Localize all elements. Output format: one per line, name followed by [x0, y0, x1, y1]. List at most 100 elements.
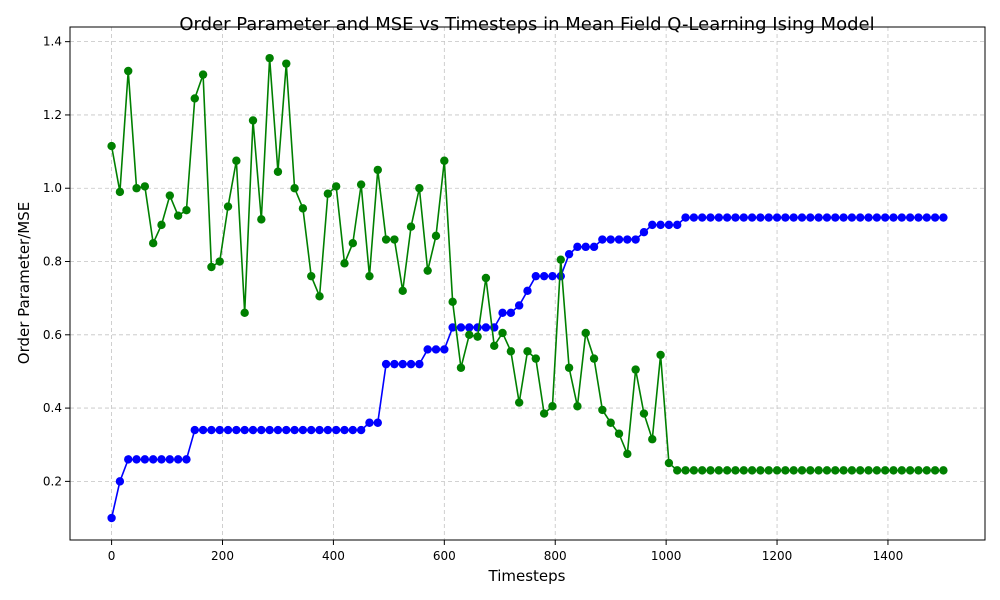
series-1-point: [797, 213, 807, 222]
series-2-point: [706, 466, 715, 475]
series-1-point: [215, 425, 224, 435]
series-1-point: [880, 213, 890, 222]
series-1-point: [814, 213, 823, 222]
series-1-point: [789, 213, 798, 222]
series-2-point: [764, 466, 773, 475]
series-1-point: [872, 213, 882, 222]
y-tick-label: 1.0: [43, 181, 62, 195]
series-2-point: [473, 332, 482, 341]
series-2-point: [872, 466, 882, 475]
series-2-point: [922, 466, 931, 475]
series-1-point: [431, 345, 441, 354]
series-2-point: [173, 211, 183, 220]
chart-title: Order Parameter and MSE vs Timesteps in …: [179, 14, 874, 35]
series-1-point: [356, 425, 366, 435]
series-1-point: [606, 235, 615, 244]
series-2-point: [673, 466, 682, 475]
series-1-point: [207, 425, 216, 435]
series-2-point: [273, 167, 283, 176]
series-1-point: [273, 425, 283, 435]
series-1-point: [564, 249, 574, 259]
series-1-point: [331, 425, 341, 435]
series-2-point: [307, 271, 316, 281]
series-2-point: [132, 184, 141, 193]
series-2-point: [930, 466, 940, 475]
series-1-point: [473, 323, 482, 332]
series-2-point: [290, 184, 299, 193]
axis-ticks: 0 200 400 600 800 1000 1200 1400 0.2 0.4 0.6 0.8 1.0…: [43, 35, 903, 563]
series-1-point: [481, 323, 491, 332]
series-2-point: [282, 59, 291, 68]
series-1-point: [573, 242, 582, 252]
series-2-point: [639, 409, 649, 418]
series-1-point: [706, 213, 715, 222]
series-2-point: [331, 182, 341, 191]
series-2-point: [514, 398, 524, 407]
series-1-point: [365, 418, 374, 427]
y-tick-label: 0.6: [43, 328, 62, 342]
series-1-point: [697, 213, 707, 222]
series-1-point: [856, 213, 865, 222]
x-tick-label: 400: [322, 549, 345, 563]
series-2-point: [822, 466, 832, 475]
series-2-point: [739, 466, 748, 475]
x-tick-label: 0: [108, 549, 116, 563]
series-1-point: [756, 213, 765, 222]
series-1-point: [132, 455, 141, 464]
series-1-point: [689, 213, 699, 222]
series-1-point: [381, 359, 391, 369]
series-2-point: [315, 292, 324, 301]
series-2-point: [257, 215, 266, 224]
series-2-point: [115, 187, 125, 197]
series-1-point: [531, 271, 541, 281]
series-1-point: [315, 425, 324, 435]
series-2-point: [697, 466, 707, 475]
series-2-point: [664, 458, 674, 468]
series-2-point: [423, 266, 432, 275]
series-2-point: [797, 466, 807, 475]
series-2-point: [498, 328, 507, 338]
series-1-point: [232, 425, 241, 435]
series-1-point: [922, 213, 931, 222]
series-1-point: [440, 345, 449, 354]
series-2-point: [856, 466, 865, 475]
series-2-point: [847, 466, 857, 475]
series-1-point: [806, 213, 815, 222]
series-1-point: [673, 220, 682, 230]
series-1-point: [930, 213, 940, 222]
series-2-point: [165, 191, 175, 200]
series-2-point: [806, 466, 815, 475]
x-tick-label: 1200: [762, 549, 793, 563]
series-2: [107, 53, 948, 475]
series-1-point: [173, 455, 183, 464]
series-2-point: [232, 156, 241, 165]
series-2-point: [373, 165, 382, 175]
series-2-point: [880, 466, 890, 475]
series-2-point: [323, 189, 333, 198]
series-2-point: [398, 286, 407, 296]
series-1-point: [190, 425, 199, 435]
x-axis-title: Timesteps: [488, 567, 566, 585]
series-2-point: [406, 222, 416, 231]
series-1-point: [598, 235, 607, 244]
series-2-point: [589, 354, 599, 363]
series-2-point: [348, 238, 358, 248]
series-1-point: [456, 323, 466, 332]
series-1-point: [939, 213, 948, 222]
series-2-point: [889, 466, 898, 475]
series-1-point: [257, 425, 266, 435]
series-1-point: [839, 213, 848, 222]
series-2-point: [623, 449, 632, 459]
series-1-point: [323, 425, 333, 435]
series-1-point: [498, 308, 507, 318]
series-1-point: [465, 323, 474, 332]
series-1-point: [307, 425, 316, 435]
series-1-point: [648, 220, 657, 230]
series-2-point: [897, 466, 907, 475]
series-2-point: [814, 466, 823, 475]
series-2-point: [914, 466, 923, 475]
series-2-point: [124, 66, 133, 76]
series-1-point: [914, 213, 923, 222]
series-2-point: [265, 53, 274, 63]
series-2-point: [689, 466, 699, 475]
